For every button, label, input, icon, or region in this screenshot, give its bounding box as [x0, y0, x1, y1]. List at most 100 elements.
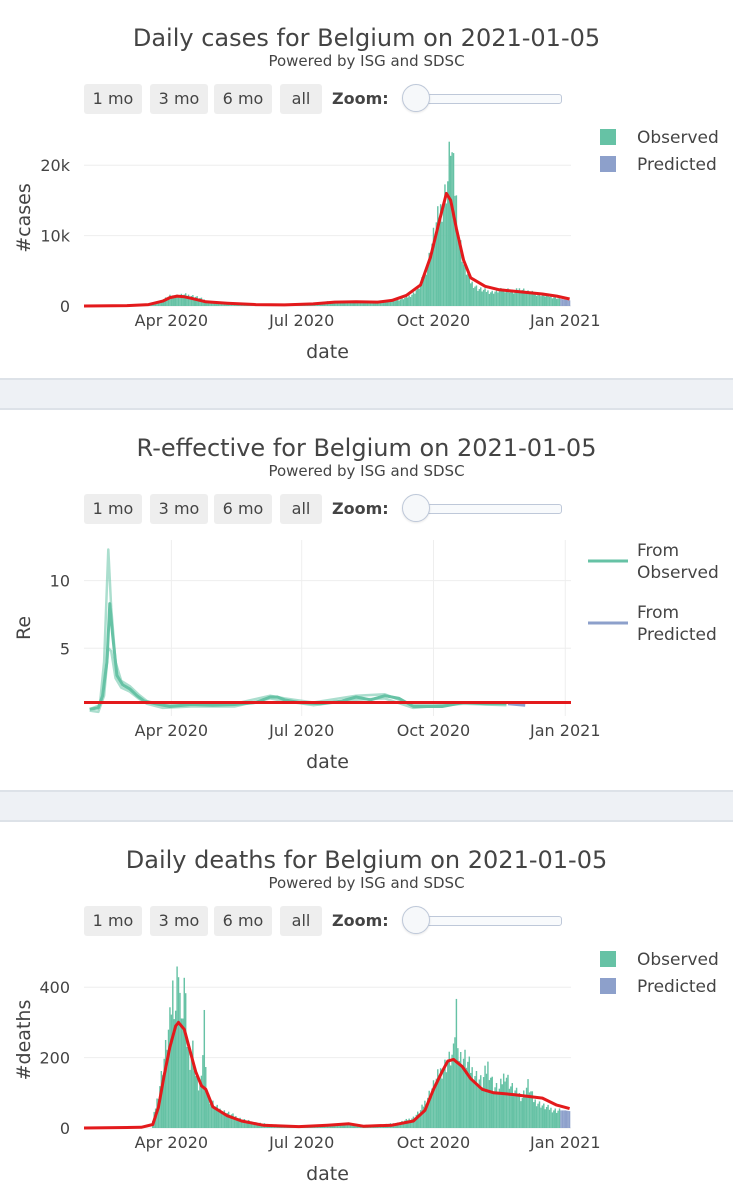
- observed-bar: [237, 1118, 240, 1128]
- observed-bar: [505, 1077, 508, 1128]
- observed-bar: [454, 195, 456, 306]
- observed-bar: [500, 287, 502, 306]
- observed-bar: [504, 1081, 506, 1128]
- observed-bar: [182, 296, 184, 306]
- range-1mo-button[interactable]: 1 mo: [84, 84, 142, 114]
- observed-bar: [366, 302, 369, 306]
- observed-bar: [538, 1101, 541, 1128]
- predicted-bar: [560, 1110, 562, 1128]
- observed-bar: [192, 1040, 194, 1128]
- observed-bar: [421, 1104, 423, 1128]
- x-tick-label: Oct 2020: [397, 1133, 470, 1152]
- y-tick-label: 200: [39, 1049, 70, 1068]
- observed-bar: [406, 297, 409, 306]
- observed-bar: [172, 980, 174, 1128]
- observed-bar: [481, 291, 483, 306]
- x-tick-label: Apr 2020: [135, 721, 208, 740]
- observed-bar: [487, 290, 489, 306]
- observed-bar: [492, 1091, 495, 1128]
- observed-bar: [372, 301, 375, 306]
- observed-bar: [548, 296, 551, 306]
- observed-bar: [183, 294, 185, 306]
- range-all-button[interactable]: all: [280, 494, 322, 524]
- fit-line: [83, 191, 570, 308]
- observed-bar: [481, 1087, 483, 1128]
- observed-bar: [402, 1121, 405, 1128]
- observed-bar: [349, 301, 352, 306]
- observed-bar: [492, 293, 495, 306]
- observed-bar: [166, 298, 168, 306]
- x-tick-label: Jan 2021: [529, 311, 600, 330]
- observed-bar: [418, 288, 420, 306]
- observed-bar: [164, 297, 167, 306]
- observed-bar: [441, 221, 443, 306]
- zoom-slider-handle[interactable]: [402, 84, 430, 112]
- observed-bar: [341, 301, 343, 306]
- observed-bar: [467, 273, 469, 306]
- observed-bar: [535, 1106, 538, 1128]
- observed-bar: [498, 1088, 501, 1128]
- deaths-chart: 0 200 400 Apr 2020 Jul 2020 Oct 2020 Jan 2021 d…: [13, 950, 719, 1185]
- zoom-slider-handle[interactable]: [402, 494, 430, 522]
- observed-bar: [227, 1111, 230, 1128]
- observed-bar: [432, 1080, 435, 1128]
- observed-bar: [195, 1076, 197, 1128]
- x-tick-label: Jul 2020: [268, 311, 334, 330]
- observed-bar: [477, 290, 479, 306]
- observed-bar: [550, 295, 552, 306]
- observed-bar: [226, 1112, 228, 1128]
- observed-bar: [534, 292, 536, 306]
- observed-bar: [444, 184, 446, 306]
- chart-title: Daily deaths for Belgium on 2021-01-05: [125, 846, 608, 874]
- observed-bar: [508, 1088, 511, 1128]
- observed-bar: [359, 302, 362, 306]
- observed-bar: [537, 294, 539, 306]
- observed-bar: [425, 1104, 428, 1128]
- re-panel: R-effective for Belgium on 2021-01-05 Po…: [0, 410, 733, 790]
- legend-predicted-swatch: [600, 978, 616, 994]
- observed-bar: [348, 301, 350, 306]
- range-1mo-button[interactable]: 1 mo: [84, 906, 142, 936]
- observed-bar: [442, 1069, 445, 1128]
- range-6mo-button[interactable]: 6 mo: [214, 84, 272, 114]
- observed-bar: [530, 292, 532, 306]
- observed-bar: [242, 1119, 244, 1128]
- range-all-button[interactable]: all: [280, 84, 322, 114]
- observed-bar: [220, 1113, 223, 1128]
- observed-bar: [196, 1075, 198, 1128]
- y-axis-title: #deaths: [13, 1000, 35, 1081]
- range-1mo-button[interactable]: 1 mo: [84, 494, 142, 524]
- observed-bar: [537, 1103, 539, 1128]
- observed-bar: [356, 301, 359, 306]
- observed-bar: [186, 1047, 188, 1128]
- observed-bar: [540, 296, 542, 306]
- observed-bar: [207, 1093, 210, 1128]
- observed-bar: [555, 1112, 558, 1128]
- range-3mo-button[interactable]: 3 mo: [150, 84, 208, 114]
- x-tick-label: Jan 2021: [529, 1133, 600, 1152]
- predicted-bar: [563, 299, 565, 306]
- observed-bar: [419, 1110, 422, 1128]
- observed-bar: [555, 298, 558, 306]
- observed-bar: [358, 301, 360, 306]
- range-6mo-button[interactable]: 6 mo: [214, 906, 272, 936]
- range-all-button[interactable]: all: [280, 906, 322, 936]
- observed-bar: [490, 292, 492, 306]
- observed-bar: [415, 290, 418, 306]
- re-predicted-line: [507, 702, 526, 707]
- observed-bar: [508, 292, 511, 306]
- range-3mo-button[interactable]: 3 mo: [150, 494, 208, 524]
- range-3mo-button[interactable]: 3 mo: [150, 906, 208, 936]
- observed-bar: [376, 301, 379, 306]
- observed-bar: [452, 1043, 455, 1128]
- observed-bar: [554, 296, 556, 306]
- observed-bar: [187, 1045, 190, 1128]
- x-axis-title: date: [306, 751, 349, 773]
- zoom-slider-handle[interactable]: [402, 906, 430, 934]
- observed-bar: [157, 1098, 160, 1128]
- predicted-bar: [560, 298, 562, 306]
- observed-bar: [414, 293, 416, 306]
- observed-bar: [335, 1124, 337, 1128]
- observed-bar: [243, 1119, 246, 1128]
- range-6mo-button[interactable]: 6 mo: [214, 494, 272, 524]
